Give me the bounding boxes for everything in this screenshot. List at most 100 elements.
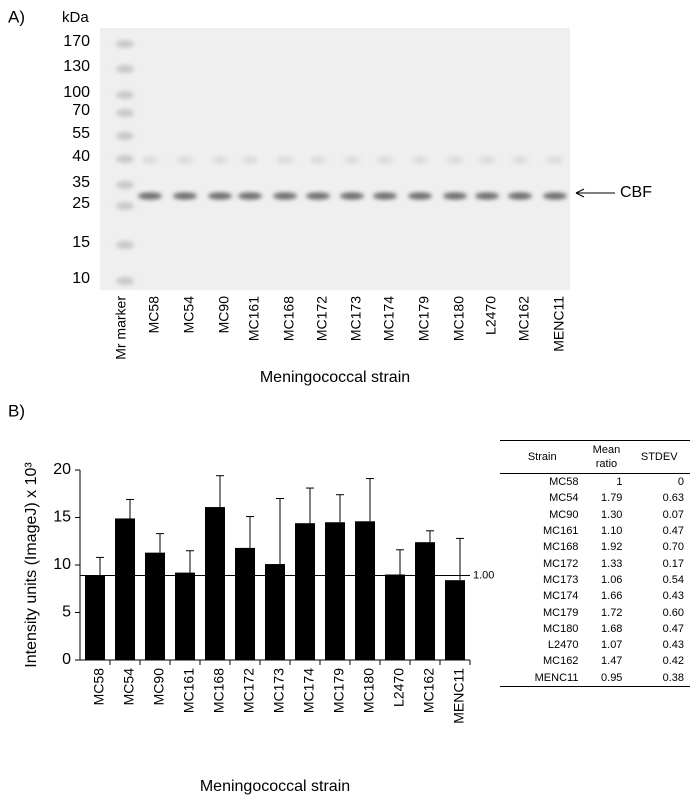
y-tick-label: 5 [62, 604, 71, 621]
lane-label: MC168 [281, 296, 297, 341]
bar [85, 575, 105, 660]
gel-band [273, 192, 297, 200]
table-cell: MC54 [549, 492, 579, 505]
bar [235, 547, 255, 660]
gel-smear [447, 156, 463, 164]
lane-label: MC90 [216, 296, 232, 334]
table-row: MC161 1.10 0.47 [500, 523, 690, 539]
table-cell: 0.60 [662, 606, 684, 619]
gel-band [508, 192, 532, 200]
marker-size-label: 10 [72, 270, 90, 287]
marker-band [116, 155, 134, 163]
bar [355, 521, 375, 660]
y-tick-label: 10 [53, 556, 71, 573]
lane-label: MC58 [146, 296, 162, 334]
gel-smear [344, 156, 360, 164]
lane-label: MC54 [181, 296, 197, 334]
x-tick-label: MC54 [121, 668, 137, 706]
table-cell: 0.95 [584, 669, 629, 687]
bar [115, 518, 135, 660]
table-cell: 0 [677, 476, 684, 489]
marker-band [116, 132, 134, 140]
lane-label: L2470 [483, 296, 499, 335]
bar [205, 507, 225, 660]
gel-smear [310, 156, 326, 164]
table-cell: MC168 [542, 541, 579, 554]
x-axis-title: Meningococcal strain [260, 369, 410, 386]
lane-label: MC180 [451, 296, 467, 341]
table-row: MC58 1 0 [500, 474, 690, 491]
marker-band [116, 109, 134, 117]
table-cell: 0.63 [662, 492, 684, 505]
table-cell: 1.68 [601, 622, 623, 635]
panel-label: B) [8, 401, 25, 420]
table-row: MC168 1.92 0.70 [500, 539, 690, 555]
bar [325, 522, 345, 660]
table-cell: 0.47 [662, 525, 684, 538]
arrow-head [575, 188, 585, 198]
marker-band [116, 181, 134, 189]
table-cell: 0.47 [662, 622, 684, 635]
marker-band [116, 241, 134, 249]
table-cell: 0.17 [662, 557, 684, 570]
gel-band [543, 192, 567, 200]
lane-label: MC174 [381, 296, 397, 341]
x-tick-label: MC58 [91, 668, 107, 706]
table-cell: MC179 [542, 606, 579, 619]
table-cell: 0.70 [662, 541, 684, 554]
gel-band [173, 192, 197, 200]
marker-size-label: 25 [72, 195, 90, 212]
x-tick-label: MC168 [211, 668, 227, 713]
gel-band [475, 192, 499, 200]
table-cell: 0.42 [662, 655, 684, 668]
marker-band [116, 40, 134, 48]
panel-label: A) [8, 7, 25, 26]
table-header: Strain Mean ratio STDEV [500, 440, 690, 474]
gel-band [208, 192, 232, 200]
lane-label: MC173 [348, 296, 364, 341]
table-row: MC90 1.30 0.07 [500, 507, 690, 523]
table-row: MENC11 0.95 0.38 [500, 669, 690, 687]
gel-smear [547, 156, 563, 164]
table-cell: MENC11 [500, 669, 585, 687]
table-cell: 1.66 [601, 590, 623, 603]
table-cell: 0.43 [662, 639, 684, 652]
y-axis-title: Intensity units (ImageJ) x 10³ [23, 462, 40, 668]
table-cell: 1.10 [601, 525, 623, 538]
x-tick-label: MC172 [241, 668, 257, 713]
table-row: MC172 1.33 0.17 [500, 555, 690, 571]
bar [295, 523, 315, 660]
x-tick-label: L2470 [391, 668, 407, 707]
table-row: MC179 1.72 0.60 [500, 604, 690, 620]
gel-smear [512, 156, 528, 164]
gel-band [408, 192, 432, 200]
gel-smear [377, 156, 393, 164]
lane-label: MC172 [314, 296, 330, 341]
table-cell: MC162 [542, 655, 579, 668]
gel-image [100, 28, 570, 290]
bar [175, 572, 195, 660]
data-table: Strain Mean ratio STDEV MC58 1 0 MC54 1.79 0.63… [500, 440, 690, 687]
table-header-cell: STDEV [628, 440, 690, 474]
bar [145, 552, 165, 660]
bar [415, 542, 435, 660]
gel-smear [412, 156, 428, 164]
lane-label: MC162 [516, 296, 532, 341]
unit-label: kDa [62, 9, 89, 26]
table-header-cell: Mean ratio [584, 440, 629, 474]
table-row: MC162 1.47 0.42 [500, 653, 690, 669]
bar [445, 580, 465, 660]
table-row: L2470 1.07 0.43 [500, 637, 690, 653]
gel-band [373, 192, 397, 200]
table-header-cell: Strain [500, 440, 585, 474]
table-cell: 1.07 [601, 639, 623, 652]
lane-label: MENC11 [551, 296, 567, 352]
table-cell: MC172 [542, 557, 579, 570]
table-cell: 0.38 [628, 669, 690, 687]
x-tick-label: MC180 [361, 668, 377, 713]
x-tick-label: MC179 [331, 668, 347, 713]
marker-band [116, 65, 134, 73]
y-tick-label: 0 [62, 651, 71, 668]
gel-band [340, 192, 364, 200]
gel-smear [177, 156, 193, 164]
